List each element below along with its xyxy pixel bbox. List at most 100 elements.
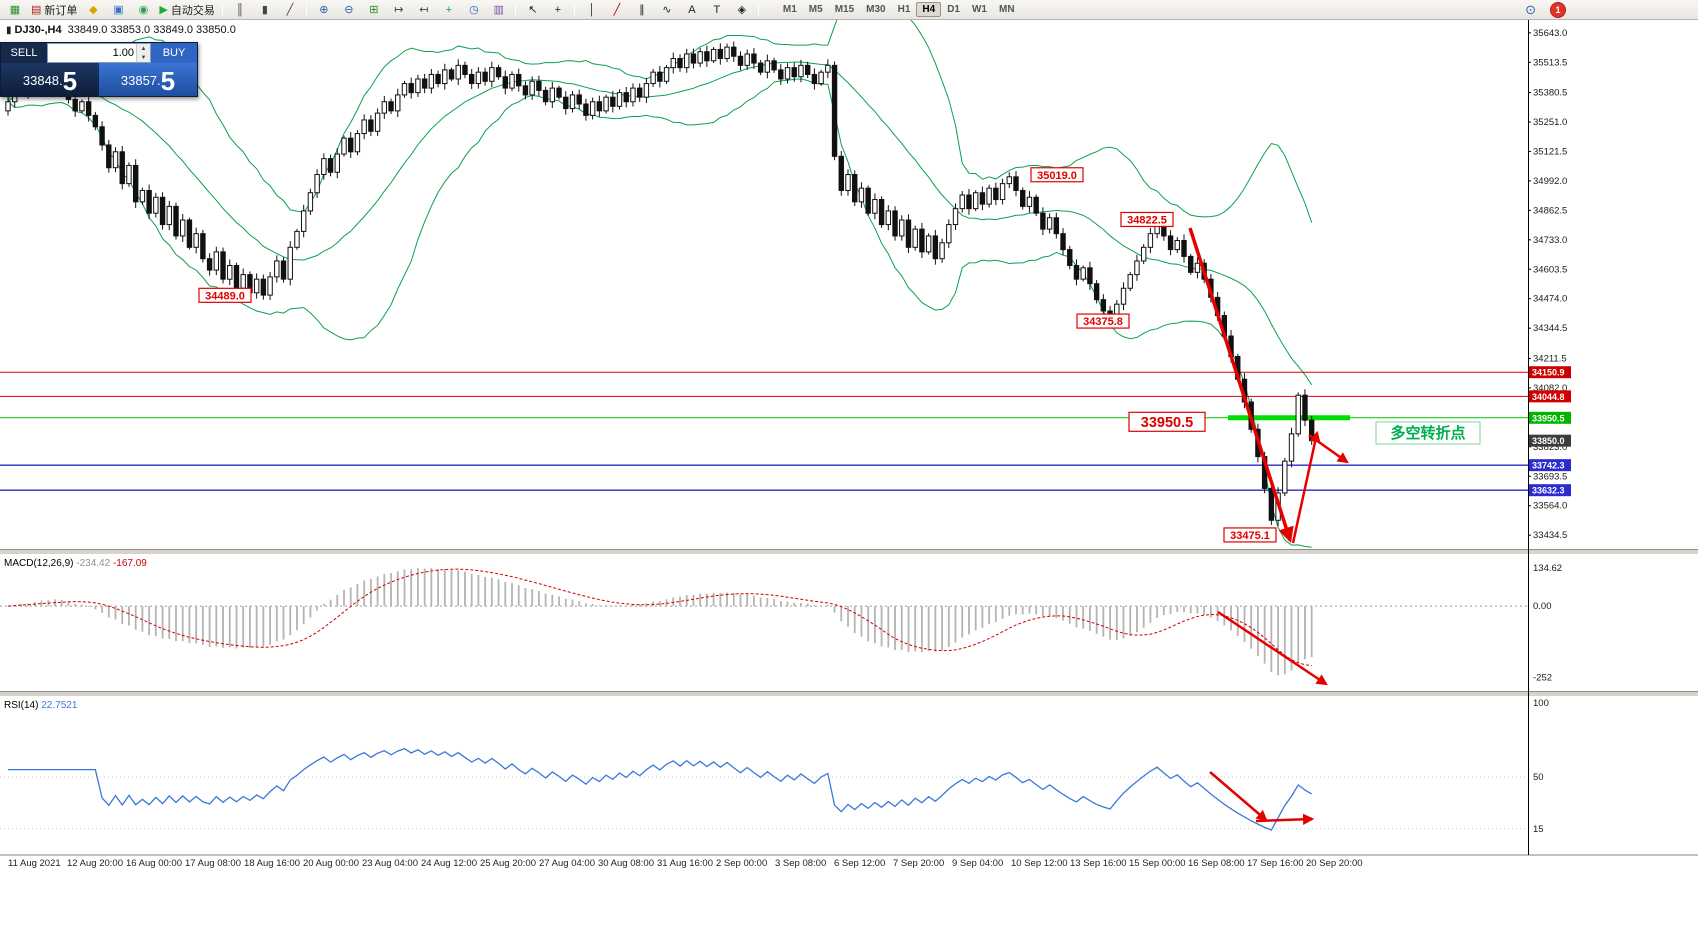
- zoom-out-icon[interactable]: ⊖: [337, 1, 361, 19]
- fibonacci-icon[interactable]: ∿: [655, 1, 679, 19]
- cursor-icon[interactable]: ↖: [521, 1, 545, 19]
- text-icon[interactable]: A: [680, 1, 704, 19]
- candle-body: [603, 96, 609, 112]
- candle-body: [159, 196, 166, 226]
- toolbar-separator: [573, 3, 575, 16]
- candle-body: [885, 210, 892, 226]
- sell-price[interactable]: 33848. 5: [1, 63, 99, 96]
- candle-body: [630, 87, 636, 103]
- toolbar-separator: [757, 3, 759, 16]
- vertical-line-icon[interactable]: │: [580, 1, 604, 19]
- candle-body: [112, 151, 119, 169]
- sell-price-big-digit: 5: [62, 66, 78, 96]
- notification-badge[interactable]: 1: [1550, 1, 1566, 18]
- periods-icon[interactable]: ◷: [462, 1, 486, 19]
- timeframe-w1[interactable]: W1: [971, 4, 987, 15]
- rsi-title: RSI(14) 22.7521: [4, 700, 78, 711]
- annotation-price-label-34822.5[interactable]: 34822.5: [1120, 211, 1174, 228]
- label-icon[interactable]: T: [705, 1, 729, 19]
- annotation-price-label-35019.0[interactable]: 35019.0: [1030, 167, 1084, 183]
- time-axis-label: 10 Sep 12:00: [1011, 858, 1068, 869]
- turning-point-note[interactable]: 多空转折点: [1375, 421, 1481, 445]
- rsi-arrow[interactable]: [1209, 771, 1268, 822]
- candle-body: [979, 192, 986, 205]
- rsi-arrow[interactable]: [1255, 813, 1315, 825]
- annotation-price-label-34375.8[interactable]: 34375.8: [1076, 313, 1130, 329]
- chart-candles-icon[interactable]: ▮: [253, 1, 277, 19]
- timeframe-group: M1 M5 M15 M30 H1 H4 D1 W1 MN: [777, 2, 1021, 17]
- chart-bars-icon[interactable]: ║: [228, 1, 252, 19]
- auto-scroll-icon[interactable]: ↦: [387, 1, 411, 19]
- candle-body: [925, 235, 932, 253]
- zoom-in-icon[interactable]: ⊕: [312, 1, 336, 19]
- volume-increase-button[interactable]: ▲: [137, 44, 150, 53]
- trend-arrow[interactable]: [1291, 430, 1321, 544]
- time-axis-label: 25 Aug 20:00: [480, 858, 536, 869]
- timeframe-h4[interactable]: H4: [916, 2, 942, 17]
- toolbar-separator: [221, 3, 223, 16]
- candle-body: [72, 98, 78, 112]
- channel-icon[interactable]: ∥: [630, 1, 654, 19]
- rsi-axis-label: 15: [1533, 824, 1544, 835]
- price-tick-label: 35643.0: [1533, 28, 1567, 39]
- channel-icon: ∥: [639, 3, 645, 16]
- candle-body: [280, 260, 287, 280]
- navigator-icon[interactable]: ◉: [131, 1, 155, 19]
- search-icon[interactable]: ⊙: [1525, 1, 1536, 17]
- candle-body: [737, 55, 744, 66]
- timeframe-h1[interactable]: H1: [897, 4, 911, 15]
- candle-body: [636, 87, 643, 98]
- macd-arrow[interactable]: [1217, 610, 1328, 686]
- price-tick-label: 34211.5: [1533, 353, 1567, 364]
- price-tick-label: 34082.0: [1533, 383, 1567, 394]
- annotation-price-label-33475.1[interactable]: 33475.1: [1223, 527, 1277, 543]
- candle-body: [1006, 176, 1012, 185]
- candle-body: [253, 278, 260, 294]
- sell-button[interactable]: SELL: [1, 43, 47, 63]
- toolbar-right: ⊙ 1: [1525, 1, 1698, 18]
- candle-body: [354, 133, 361, 153]
- candle-body: [972, 192, 979, 210]
- timeframe-m5[interactable]: M5: [808, 4, 823, 15]
- market-watch-icon[interactable]: ▣: [106, 1, 130, 19]
- volume-decrease-button[interactable]: ▼: [137, 53, 150, 62]
- trendline-icon[interactable]: ╱: [605, 1, 629, 19]
- candle-body: [1181, 239, 1187, 257]
- indicators-icon[interactable]: +: [437, 1, 461, 19]
- crosshair-icon[interactable]: +: [546, 1, 570, 19]
- svg-text:多空转折点: 多空转折点: [1390, 424, 1465, 442]
- chart-shift-icon[interactable]: ↤: [412, 1, 436, 19]
- volume-input[interactable]: [48, 44, 136, 62]
- timeframe-m1[interactable]: M1: [782, 4, 797, 15]
- candle-body: [556, 87, 562, 98]
- chart-area[interactable]: 35643.0 35513.5 35380.5 35251.0 35121.5 34992…: [0, 20, 1698, 870]
- navigator-icon: ◉: [138, 3, 149, 16]
- candle-body: [818, 71, 824, 85]
- buy-button[interactable]: BUY: [151, 43, 197, 63]
- trend-arrow[interactable]: [1308, 433, 1349, 464]
- candle-body: [388, 101, 394, 112]
- templates-icon[interactable]: ▥: [487, 1, 511, 19]
- timeframe-d1[interactable]: D1: [947, 4, 960, 15]
- trend-arrow[interactable]: [1188, 227, 1294, 543]
- buy-price[interactable]: 33857. 5: [99, 63, 197, 96]
- new-order-button[interactable]: ▤ 新订单: [28, 1, 80, 19]
- terminal-icon[interactable]: ▦: [3, 1, 27, 19]
- alert-icon[interactable]: ◆: [81, 1, 105, 19]
- time-axis-label: 7 Sep 20:00: [893, 858, 944, 869]
- timeframe-m15[interactable]: M15: [834, 4, 855, 15]
- annotation-price-label-33950.5[interactable]: 33950.5: [1128, 411, 1206, 432]
- chart-line-icon[interactable]: ╱: [278, 1, 302, 19]
- shapes-icon[interactable]: ◈: [730, 1, 754, 19]
- price-badge-label: 33950.5: [1532, 413, 1565, 423]
- timeframe-mn[interactable]: MN: [998, 4, 1015, 15]
- chart-candles-icon: ▮: [261, 3, 268, 16]
- candle-body: [106, 144, 112, 169]
- new-order-button-label: 新订单: [44, 4, 78, 17]
- panel-separator[interactable]: [0, 549, 1698, 555]
- annotation-price-label-34489.0[interactable]: 34489.0: [198, 287, 252, 303]
- tile-windows-icon[interactable]: ⊞: [362, 1, 386, 19]
- timeframe-m30[interactable]: M30: [866, 4, 886, 15]
- autotrading-button[interactable]: ▶ 自动交易: [156, 1, 217, 19]
- panel-separator[interactable]: [0, 691, 1698, 697]
